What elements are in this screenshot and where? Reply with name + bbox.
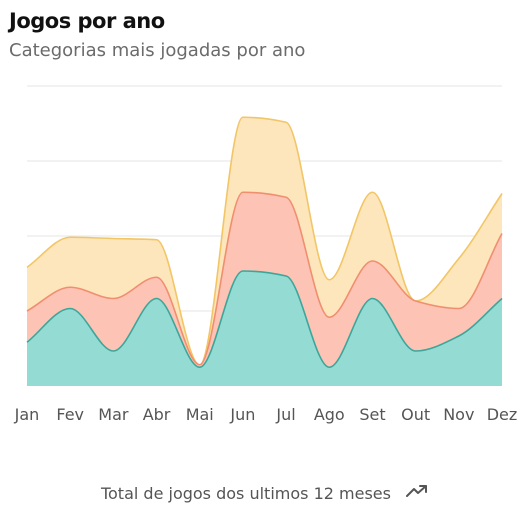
area-series [26,116,503,386]
x-tick-label: Fev [56,405,84,424]
x-tick-label: Jun [229,405,255,424]
x-tick-label: Jul [275,405,295,424]
x-tick-label: Mar [98,405,129,424]
area-series-1 [27,271,502,386]
x-tick-label: Jan [14,405,40,424]
x-tick-label: Abr [143,405,171,424]
x-tick-label: Ago [314,405,345,424]
stacked-area-chart: Jan Fev Mar Abr Mai Jun Jul Ago Set Out Nov Dez [14,85,518,424]
x-axis-ticks: Jan Fev Mar Abr Mai Jun Jul Ago Set Out Nov Dez [14,405,518,424]
chart-footer: Total de jogos dos ultimos 12 meses [0,484,529,503]
x-tick-label: Out [401,405,430,424]
x-tick-label: Mai [186,405,214,424]
x-tick-label: Set [359,405,385,424]
chart-subtitle: Categorias mais jogadas por ano [9,40,306,61]
series-line-1 [26,270,503,369]
chart-title: Jogos por ano [9,9,165,33]
trending-up-icon [406,483,428,502]
x-tick-label: Nov [443,405,474,424]
x-tick-label: Dez [487,405,518,424]
footer-text: Total de jogos dos ultimos 12 meses [100,484,391,503]
series-line-2 [26,191,503,366]
